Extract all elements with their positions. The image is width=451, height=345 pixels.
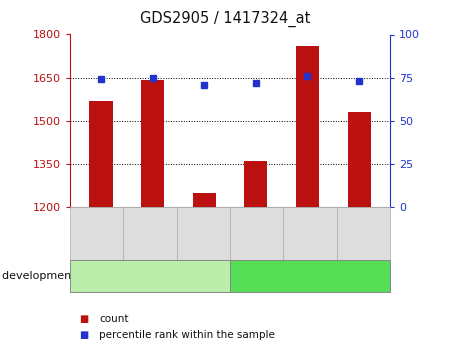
Bar <box>348 112 371 207</box>
Text: GSM72618: GSM72618 <box>305 207 315 260</box>
Bar <box>193 193 216 207</box>
Text: ■: ■ <box>79 330 88 339</box>
Text: count: count <box>99 314 129 324</box>
Text: percentile rank within the sample: percentile rank within the sample <box>99 330 275 339</box>
Text: embryonic stem cell: embryonic stem cell <box>90 269 210 283</box>
Bar <box>244 161 267 207</box>
Text: development stage ▶: development stage ▶ <box>2 271 122 281</box>
Bar <box>141 80 164 207</box>
Text: embryoid body: embryoid body <box>266 269 354 283</box>
Bar <box>296 46 319 207</box>
Bar <box>89 101 112 207</box>
Text: GSM72626: GSM72626 <box>198 207 208 260</box>
Text: GSM72624: GSM72624 <box>145 207 155 260</box>
Text: GSM72621: GSM72621 <box>359 207 368 260</box>
Text: GSM72616: GSM72616 <box>252 207 262 260</box>
Text: GSM72622: GSM72622 <box>92 207 101 260</box>
Text: ■: ■ <box>79 314 88 324</box>
Text: GDS2905 / 1417324_at: GDS2905 / 1417324_at <box>140 10 311 27</box>
